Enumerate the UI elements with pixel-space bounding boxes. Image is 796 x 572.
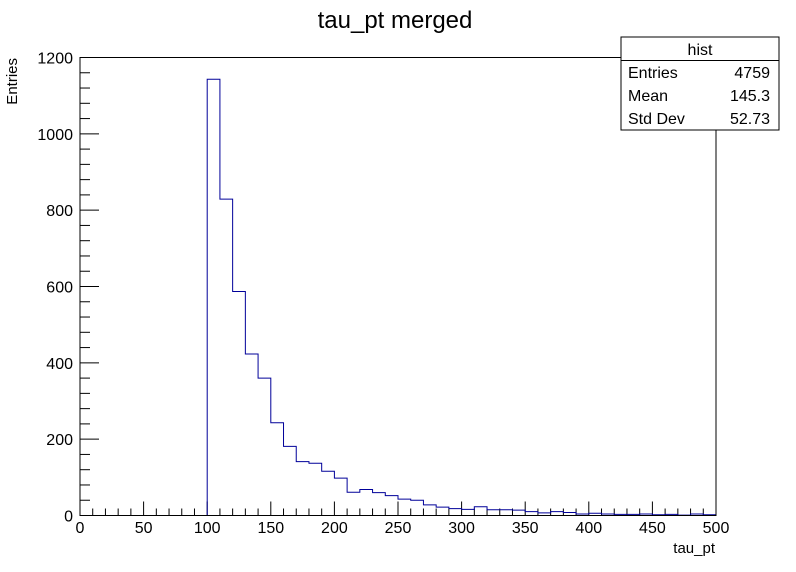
histogram-bin <box>207 79 220 515</box>
stats-value-mean: 145.3 <box>730 88 770 105</box>
x-axis-title: tau_pt <box>673 540 716 557</box>
axis-tick-labels: 0 50 100 150 200 250 300 350 400 450 500 0 200 400 600… <box>37 51 729 538</box>
histogram-bin <box>411 500 424 515</box>
x-tick-label: 450 <box>639 520 666 537</box>
y-tick-label: 1200 <box>37 51 73 68</box>
stats-label-std-dev: Std Dev <box>628 111 685 128</box>
histogram-bin <box>500 510 513 516</box>
histogram-bin <box>462 509 475 515</box>
stats-label-entries: Entries <box>628 65 678 82</box>
histogram-bin <box>334 478 347 515</box>
histogram-bin <box>220 199 233 515</box>
x-tick-label: 100 <box>194 520 221 537</box>
histogram-bin <box>398 499 411 515</box>
histogram-bin <box>551 512 564 516</box>
histogram-bin <box>385 496 398 516</box>
x-tick-label: 500 <box>703 520 730 537</box>
histogram-bin <box>373 493 386 516</box>
histogram-bin <box>512 510 525 515</box>
chart-title: tau_pt merged <box>318 7 473 34</box>
y-axis-title: Entries <box>4 58 21 105</box>
histogram-bin <box>309 463 322 515</box>
stats-value-std-dev: 52.73 <box>730 111 770 128</box>
y-tick-label: 0 <box>64 509 73 526</box>
y-tick-label: 200 <box>46 432 73 449</box>
histogram-bin <box>258 378 271 515</box>
x-tick-label: 150 <box>257 520 284 537</box>
histogram-bin <box>423 505 436 516</box>
histogram-bin <box>347 492 360 515</box>
histogram-bin <box>284 446 297 515</box>
y-tick-label: 600 <box>46 280 73 297</box>
histogram-bin <box>360 490 373 516</box>
x-tick-label: 350 <box>512 520 539 537</box>
stats-box-title: hist <box>688 42 713 59</box>
stats-label-mean: Mean <box>628 88 668 105</box>
stats-box: hist Entries 4759 Mean 145.3 Std Dev 52.… <box>620 36 780 131</box>
histogram-bin <box>487 510 500 516</box>
histogram-bin <box>271 423 284 516</box>
x-tick-label: 200 <box>321 520 348 537</box>
x-tick-label: 0 <box>76 520 85 537</box>
x-tick-label: 50 <box>135 520 153 537</box>
plot-frame <box>79 57 717 516</box>
histogram-outline <box>206 78 717 516</box>
histogram-bin <box>245 354 258 515</box>
histogram-bins <box>206 78 717 516</box>
y-tick-label: 1000 <box>37 127 73 144</box>
x-tick-label: 300 <box>448 520 475 537</box>
histogram-bin <box>233 291 246 515</box>
histogram-bin <box>525 512 538 516</box>
x-tick-label: 250 <box>385 520 412 537</box>
y-tick-label: 400 <box>46 356 73 373</box>
x-tick-label: 400 <box>575 520 602 537</box>
histogram-bin <box>449 509 462 516</box>
stats-value-entries: 4759 <box>734 65 770 82</box>
histogram-bin <box>474 507 487 516</box>
histogram-bin <box>436 507 449 515</box>
y-tick-label: 800 <box>46 203 73 220</box>
stats-box-frame <box>620 36 780 131</box>
histogram-bin <box>296 462 309 516</box>
histogram-bin <box>322 471 335 515</box>
